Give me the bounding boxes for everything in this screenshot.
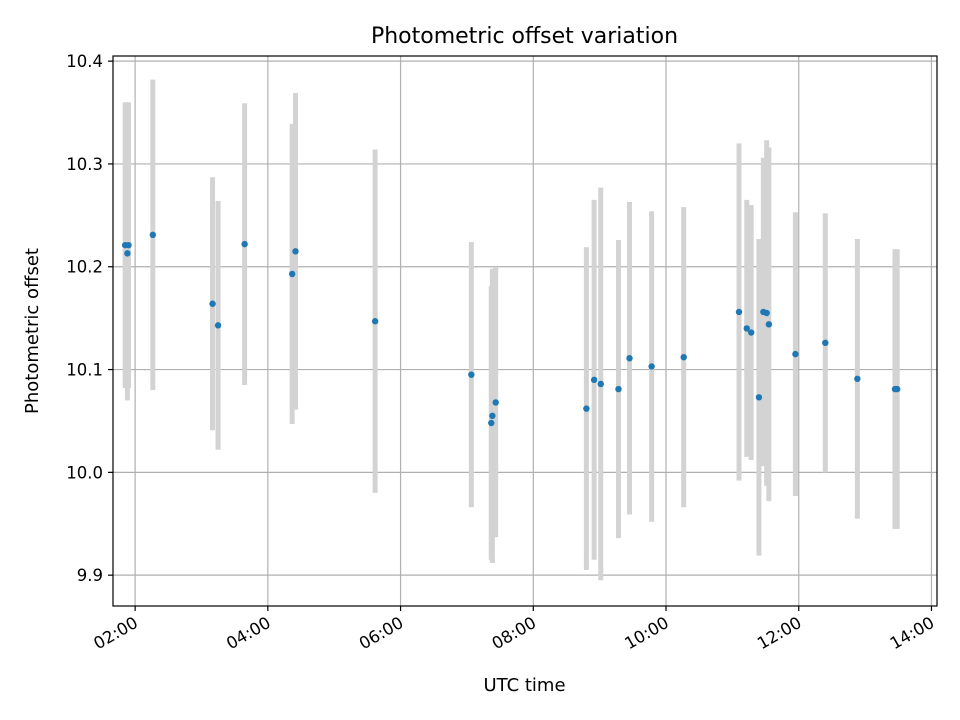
data-point bbox=[680, 354, 687, 361]
data-point bbox=[583, 405, 590, 412]
x-tick-label: 02:00 bbox=[90, 613, 141, 653]
data-point bbox=[735, 308, 743, 316]
data-point bbox=[288, 270, 296, 278]
data-point bbox=[615, 385, 622, 393]
data-point bbox=[241, 240, 248, 248]
x-axis: 02:00 04:00 06:00 08:00 10:00 12:00 14:00 bbox=[90, 606, 937, 653]
data-point bbox=[597, 380, 604, 388]
data-point bbox=[648, 363, 655, 370]
plot-frame bbox=[112, 55, 938, 607]
data-point bbox=[626, 355, 633, 362]
data-point bbox=[822, 339, 829, 347]
y-tick-label: 10.1 bbox=[66, 361, 103, 380]
x-tick-label: 04:00 bbox=[223, 613, 274, 653]
data-point bbox=[765, 321, 773, 328]
data-point bbox=[489, 412, 496, 420]
data-point bbox=[125, 241, 132, 249]
error-bars bbox=[122, 79, 900, 581]
data-point bbox=[492, 399, 499, 406]
data-point bbox=[763, 309, 770, 317]
y-tick-label: 10.4 bbox=[66, 52, 103, 71]
data-point bbox=[468, 371, 475, 378]
x-axis-label: UTC time bbox=[483, 675, 565, 696]
y-tick-label: 9.9 bbox=[77, 566, 103, 585]
x-tick-label: 14:00 bbox=[887, 613, 938, 653]
data-point bbox=[209, 300, 216, 307]
data-point bbox=[755, 394, 763, 401]
data-point bbox=[792, 350, 799, 358]
y-axis-label: Photometric offset bbox=[22, 248, 43, 414]
data-point bbox=[292, 248, 299, 255]
y-axis: 9.9 10.0 10.1 10.2 10.3 10.4 bbox=[66, 52, 113, 585]
x-tick-label: 06:00 bbox=[356, 613, 407, 653]
chart-title: Photometric offset variation bbox=[371, 24, 678, 49]
data-point bbox=[371, 318, 379, 325]
data-point bbox=[124, 250, 131, 257]
data-point bbox=[747, 329, 755, 336]
x-tick-label: 12:00 bbox=[754, 613, 805, 653]
y-tick-label: 10.2 bbox=[66, 258, 103, 277]
data-point bbox=[893, 385, 901, 393]
y-tick-label: 10.0 bbox=[66, 463, 103, 482]
data-point bbox=[214, 322, 222, 329]
y-tick-label: 10.3 bbox=[66, 155, 103, 174]
data-point bbox=[854, 375, 861, 383]
data-point bbox=[488, 419, 495, 427]
x-tick-label: 10:00 bbox=[621, 613, 672, 653]
data-point bbox=[743, 325, 750, 332]
x-tick-label: 08:00 bbox=[489, 613, 540, 653]
data-point bbox=[149, 231, 157, 239]
data-point bbox=[590, 376, 598, 384]
data-points bbox=[121, 231, 901, 427]
grid bbox=[113, 56, 937, 606]
